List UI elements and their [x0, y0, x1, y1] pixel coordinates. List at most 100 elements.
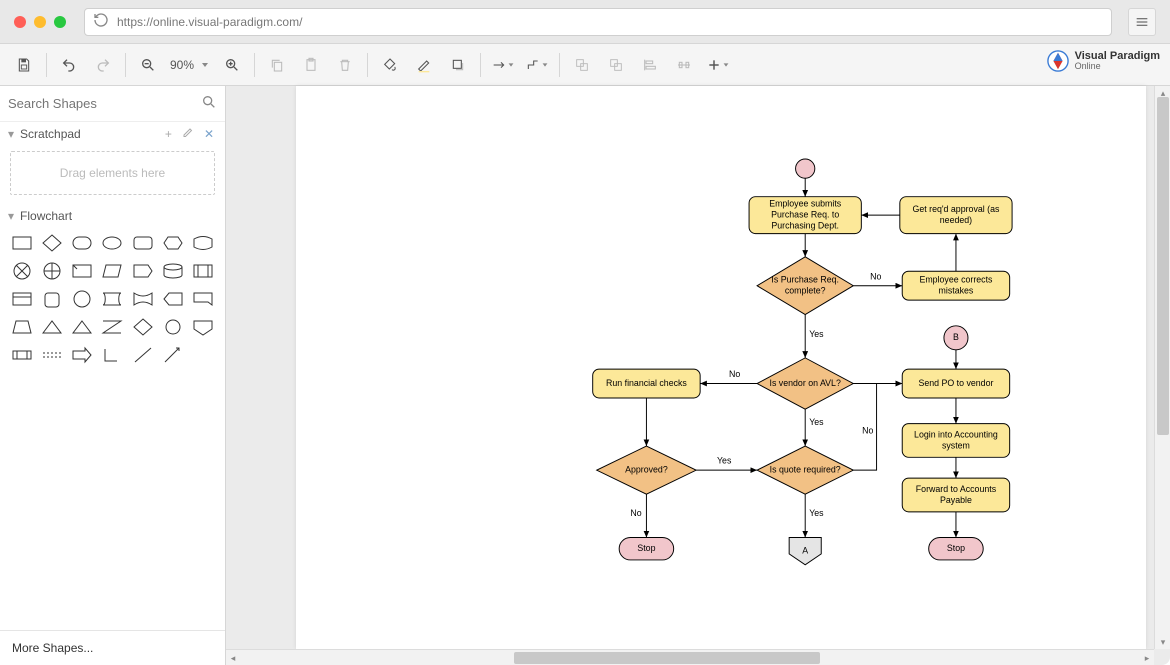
palette-shape[interactable]: [10, 345, 34, 365]
node-connB[interactable]: B: [944, 326, 968, 350]
flowchart-header[interactable]: ▾ Flowchart: [0, 205, 225, 227]
palette-shape[interactable]: [40, 233, 64, 253]
palette-shape[interactable]: [70, 289, 94, 309]
svg-text:needed): needed): [940, 215, 972, 225]
flowchart-label: Flowchart: [20, 209, 72, 223]
redo-button[interactable]: [87, 50, 119, 80]
palette-shape[interactable]: [100, 289, 124, 309]
node-corrects[interactable]: Employee correctsmistakes: [902, 271, 1009, 300]
palette-shape[interactable]: [40, 289, 64, 309]
connection-button[interactable]: [487, 50, 519, 80]
scroll-thumb[interactable]: [1157, 97, 1169, 435]
node-offA[interactable]: A: [789, 538, 821, 565]
palette-shape[interactable]: [161, 345, 185, 365]
reload-icon[interactable]: [93, 12, 109, 31]
minimize-window-icon[interactable]: [34, 16, 46, 28]
node-stop1[interactable]: Stop: [619, 538, 674, 560]
scroll-left-icon[interactable]: ◂: [226, 651, 240, 665]
copy-button[interactable]: [261, 50, 293, 80]
palette-shape[interactable]: [100, 233, 124, 253]
palette-shape[interactable]: [191, 289, 215, 309]
palette-shape[interactable]: [100, 261, 124, 281]
horizontal-scrollbar[interactable]: ◂ ▸: [226, 649, 1154, 665]
browser-menu-icon[interactable]: [1128, 8, 1156, 36]
node-approved[interactable]: Approved?: [597, 446, 696, 494]
scroll-thumb[interactable]: [514, 652, 820, 664]
palette-shape[interactable]: [161, 317, 185, 337]
waypoint-button[interactable]: [521, 50, 553, 80]
palette-shape[interactable]: [40, 261, 64, 281]
scratchpad-hint: Drag elements here: [60, 166, 165, 180]
scratchpad-header[interactable]: ▾ Scratchpad + ✕: [0, 122, 225, 145]
palette-shape[interactable]: [10, 233, 34, 253]
palette-shape[interactable]: [161, 233, 185, 253]
palette-shape[interactable]: [131, 289, 155, 309]
palette-shape[interactable]: [191, 261, 215, 281]
svg-text:Yes: Yes: [809, 508, 824, 518]
close-icon[interactable]: ✕: [201, 127, 217, 141]
zoom-level[interactable]: 90%: [168, 58, 212, 72]
canvas-page[interactable]: NoYesNoYesYesNoYesNoEmployee submitsPurc…: [296, 86, 1146, 649]
search-icon[interactable]: [201, 94, 217, 113]
scroll-right-icon[interactable]: ▸: [1140, 651, 1154, 665]
palette-shape[interactable]: [10, 261, 34, 281]
palette-shape[interactable]: [70, 233, 94, 253]
scratchpad-dropzone[interactable]: Drag elements here: [10, 151, 215, 195]
palette-shape[interactable]: [100, 345, 124, 365]
node-login[interactable]: Login into Accountingsystem: [902, 424, 1009, 458]
scroll-down-icon[interactable]: ▾: [1156, 635, 1170, 649]
to-back-button[interactable]: [600, 50, 632, 80]
palette-shape[interactable]: [10, 317, 34, 337]
palette-shape[interactable]: [131, 317, 155, 337]
search-input[interactable]: [8, 96, 201, 111]
maximize-window-icon[interactable]: [54, 16, 66, 28]
palette-shape[interactable]: [161, 289, 185, 309]
line-color-button[interactable]: [408, 50, 440, 80]
delete-button[interactable]: [329, 50, 361, 80]
palette-shape[interactable]: [131, 233, 155, 253]
node-finchk[interactable]: Run financial checks: [593, 369, 700, 398]
palette-shape[interactable]: [70, 345, 94, 365]
distribute-button[interactable]: [668, 50, 700, 80]
svg-text:Send PO to vendor: Send PO to vendor: [918, 378, 993, 388]
palette-shape[interactable]: [10, 289, 34, 309]
node-submit[interactable]: Employee submitsPurchase Req. toPurchasi…: [749, 197, 861, 234]
svg-text:No: No: [630, 508, 641, 518]
node-forward[interactable]: Forward to AccountsPayable: [902, 478, 1009, 512]
save-button[interactable]: [8, 50, 40, 80]
node-complete[interactable]: Is Purchase Req.complete?: [757, 257, 853, 315]
palette-shape[interactable]: [161, 261, 185, 281]
add-button[interactable]: [702, 50, 734, 80]
shape-palette: [0, 227, 225, 371]
node-sendpo[interactable]: Send PO to vendor: [902, 369, 1009, 398]
node-quote[interactable]: Is quote required?: [757, 446, 853, 494]
node-approval[interactable]: Get req'd approval (asneeded): [900, 197, 1012, 234]
palette-shape[interactable]: [131, 345, 155, 365]
to-front-button[interactable]: [566, 50, 598, 80]
zoom-out-button[interactable]: [132, 50, 164, 80]
paste-button[interactable]: [295, 50, 327, 80]
palette-shape[interactable]: [191, 233, 215, 253]
close-window-icon[interactable]: [14, 16, 26, 28]
palette-shape[interactable]: [70, 317, 94, 337]
palette-shape[interactable]: [40, 345, 64, 365]
svg-text:complete?: complete?: [785, 286, 826, 296]
edit-icon[interactable]: [179, 126, 197, 141]
palette-shape[interactable]: [40, 317, 64, 337]
palette-shape[interactable]: [70, 261, 94, 281]
node-stop2[interactable]: Stop: [929, 538, 984, 560]
palette-shape[interactable]: [100, 317, 124, 337]
shadow-button[interactable]: [442, 50, 474, 80]
undo-button[interactable]: [53, 50, 85, 80]
node-avl[interactable]: Is vendor on AVL?: [757, 358, 853, 409]
zoom-in-button[interactable]: [216, 50, 248, 80]
add-icon[interactable]: +: [162, 127, 175, 141]
palette-shape[interactable]: [191, 317, 215, 337]
palette-shape[interactable]: [131, 261, 155, 281]
fill-color-button[interactable]: [374, 50, 406, 80]
more-shapes-link[interactable]: More Shapes...: [0, 630, 225, 665]
align-button[interactable]: [634, 50, 666, 80]
vertical-scrollbar[interactable]: ▴ ▾: [1154, 86, 1170, 649]
url-bar[interactable]: https://online.visual-paradigm.com/: [84, 8, 1112, 36]
node-start[interactable]: [796, 159, 815, 178]
